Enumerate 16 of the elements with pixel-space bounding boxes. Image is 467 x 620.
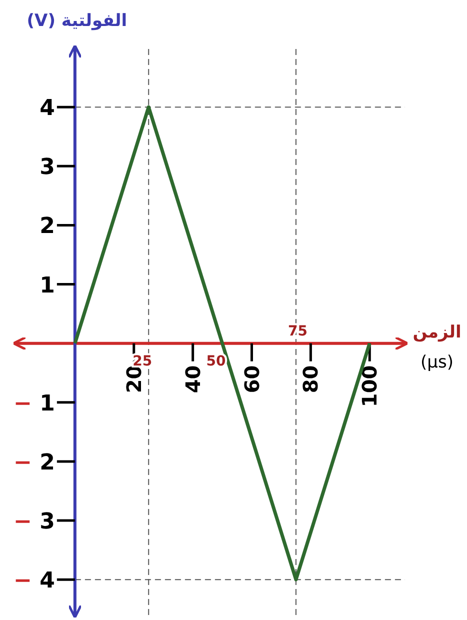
y-tick-label: 2: [40, 214, 55, 240]
y-tick-label: − 4: [14, 568, 55, 594]
y-tick-label: 1: [40, 273, 55, 298]
annotation: 50: [206, 353, 226, 370]
y-tick-label: − 1: [14, 391, 55, 416]
ylabel: الفولتية (V): [26, 11, 128, 31]
x-tick-label: 60: [240, 365, 264, 394]
y-tick-label: 3: [40, 155, 55, 180]
y-tick-label: 4: [40, 96, 55, 122]
x-tick-label: 80: [298, 365, 323, 394]
x-tick-label: 100: [358, 365, 382, 408]
annotation: 75: [288, 323, 308, 340]
x-tick-label: 20: [122, 365, 146, 394]
y-tick-label: − 2: [14, 450, 55, 476]
y-tick-label: − 3: [14, 510, 55, 534]
x-tick-label: 40: [180, 365, 205, 394]
